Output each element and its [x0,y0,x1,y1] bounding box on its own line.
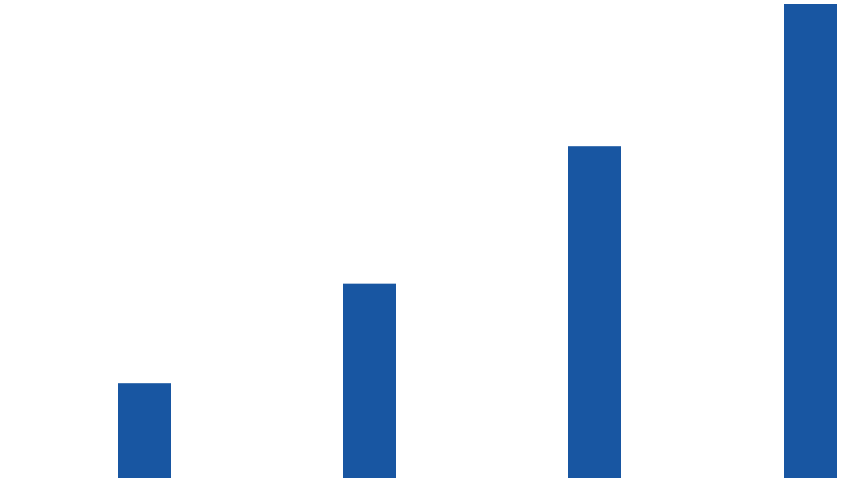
bar-1 [118,383,171,478]
bars-layer [118,4,837,478]
bar-4 [784,4,837,478]
bar-2 [343,284,396,478]
bar-3 [568,146,621,478]
